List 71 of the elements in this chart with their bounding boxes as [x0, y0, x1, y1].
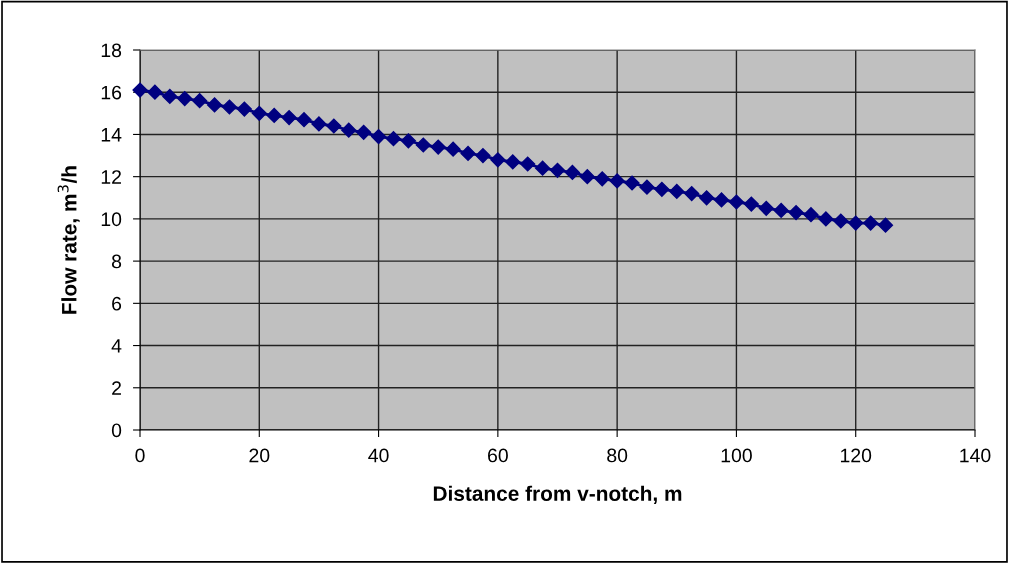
point: [818, 211, 834, 227]
point: [594, 171, 610, 187]
y-tick-label: 6: [112, 296, 122, 311]
point: [564, 164, 580, 181]
y-tick-label: 2: [112, 381, 121, 395]
x-tick-label: 20: [249, 448, 270, 463]
x-tick-label: 100: [721, 448, 752, 463]
point: [684, 185, 700, 202]
point: [773, 202, 789, 219]
x-tick-label: 120: [840, 448, 872, 463]
y-tick-label: 0: [111, 423, 122, 438]
point: [460, 145, 476, 162]
x-tick-label: 60: [488, 448, 508, 463]
point: [877, 217, 894, 233]
y-tick-label: 4: [111, 339, 122, 353]
point: [475, 147, 491, 164]
point: [624, 175, 640, 191]
point: [520, 156, 536, 172]
point: [206, 97, 223, 113]
point: [341, 122, 357, 138]
point: [579, 169, 595, 185]
point: [251, 105, 267, 121]
point: [147, 84, 163, 100]
point: [669, 183, 685, 200]
point: [505, 154, 521, 170]
point: [848, 215, 864, 231]
point: [713, 192, 730, 208]
point: [311, 116, 327, 132]
x-tick-label: 0: [135, 448, 145, 463]
x-tick-label: 40: [368, 448, 389, 463]
point: [490, 152, 506, 168]
point: [445, 141, 461, 157]
point: [699, 190, 715, 206]
point: [639, 179, 655, 195]
point: [385, 131, 402, 147]
point: [162, 88, 178, 105]
point: [281, 109, 297, 126]
point: [356, 124, 372, 140]
point: [728, 194, 744, 210]
point: [177, 90, 193, 107]
point: [371, 128, 387, 145]
point: [266, 107, 282, 124]
y-tick-label: 10: [101, 212, 122, 227]
point: [415, 137, 431, 153]
point: [758, 200, 774, 216]
point: [192, 93, 208, 109]
point: [326, 118, 342, 134]
y-tick-label: 16: [101, 85, 122, 100]
point: [833, 213, 849, 229]
point: [535, 160, 551, 176]
point: [400, 133, 416, 149]
point: [743, 196, 759, 212]
y-tick-label: 18: [101, 43, 122, 58]
point: [549, 162, 566, 178]
y-axis-title: Flow rate, m$^{3}$/h: [57, 166, 80, 314]
y-tick-label: 14: [101, 128, 122, 142]
y-tick-label: 12: [101, 170, 121, 184]
point: [803, 207, 819, 223]
point: [609, 173, 625, 189]
x-axis-title: Distance from v-notch, m: [433, 485, 682, 504]
point: [132, 82, 148, 98]
x-tick-label: 140: [960, 448, 991, 463]
y-tick-label: 8: [111, 254, 122, 269]
point: [221, 99, 238, 115]
x-tick-label: 80: [607, 448, 628, 463]
point: [654, 181, 670, 197]
point: [430, 139, 446, 155]
point: [236, 101, 252, 117]
point: [788, 204, 804, 221]
point: [296, 112, 312, 128]
point: [863, 215, 879, 231]
